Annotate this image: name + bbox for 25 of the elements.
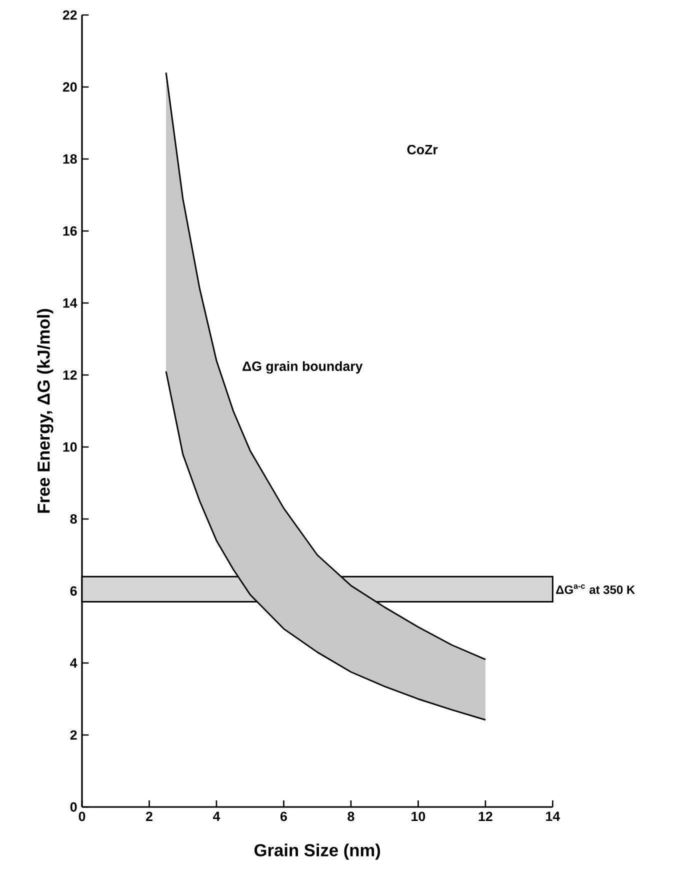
x-tick-label: 12: [478, 812, 492, 822]
y-tick-label: 16: [63, 226, 77, 236]
y-tick-label: 0: [70, 802, 77, 812]
y-tick-label: 6: [70, 586, 77, 596]
y-tick-label: 14: [63, 298, 78, 308]
x-tick-label: 8: [348, 812, 354, 822]
y-tick-label: 12: [63, 370, 77, 380]
y-tick-label: 18: [63, 154, 77, 164]
band-label: ΔG$^{a-c}$ at 350 K: [556, 584, 636, 594]
y-tick-label: 4: [70, 658, 78, 668]
y-tick-label: 8: [70, 514, 77, 524]
annotation: CoZr: [407, 144, 438, 154]
y-axis-title: Free Energy, ΔG (kJ/mol): [37, 308, 54, 513]
y-tick-label: 10: [63, 442, 77, 452]
x-tick-label: 0: [78, 812, 86, 822]
x-tick-label: 10: [412, 812, 426, 822]
y-tick-label: 20: [62, 82, 77, 92]
y-tick-label: 2: [70, 730, 77, 740]
annotation: ΔG grain boundary: [242, 361, 363, 374]
x-tick-label: 2: [146, 812, 152, 822]
x-tick-label: 4: [212, 812, 220, 821]
x-tick-label: 6: [280, 812, 287, 822]
x-axis-title: Grain Size (nm): [254, 844, 380, 860]
y-tick-label: 22: [62, 10, 77, 20]
x-tick-label: 14: [546, 812, 560, 821]
